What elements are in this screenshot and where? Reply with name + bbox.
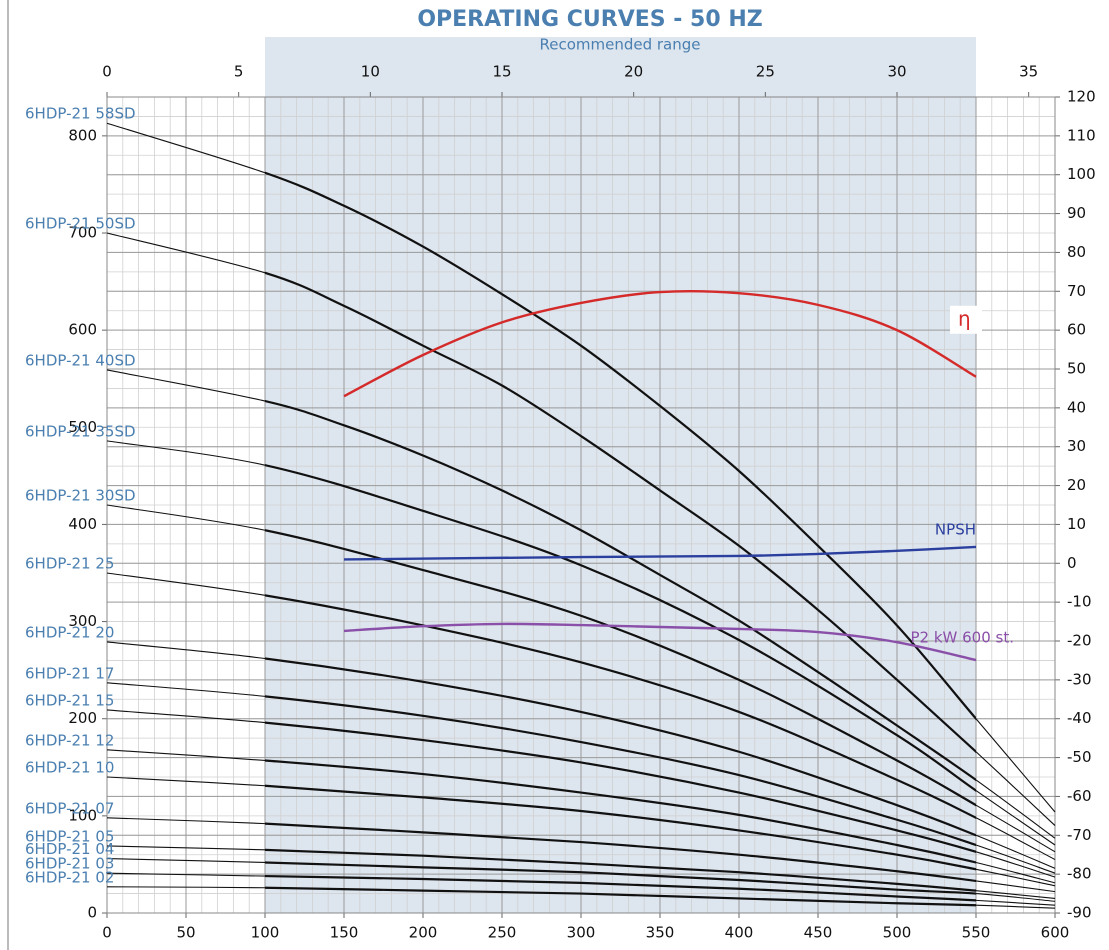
- x2-tick-label: 30: [887, 63, 906, 81]
- x-tick-label: 600: [1041, 924, 1070, 942]
- curve-label: 6HDP-21 25: [25, 555, 114, 573]
- curve-label: 6HDP-21 50SD: [25, 215, 136, 233]
- curve-label: η: [958, 306, 971, 330]
- y-tick-label: 300: [68, 612, 97, 630]
- curve-in-range: [265, 271, 976, 754]
- curve-label: 6HDP-21 03: [25, 855, 114, 873]
- curve-in-range: [265, 874, 976, 902]
- y-tick-label: 700: [68, 224, 97, 242]
- recommended-range: [265, 37, 976, 913]
- curve-in-range: [265, 464, 976, 792]
- curve-label: 6HDP-21 17: [25, 664, 114, 682]
- x2-tick-label: 15: [492, 63, 511, 81]
- y2-tick-label: 0: [1067, 554, 1077, 572]
- x-tick-label: 100: [251, 924, 280, 942]
- curve-in-range: [265, 171, 976, 721]
- curve: [343, 622, 977, 662]
- curve-label: 6HDP-21 05: [25, 827, 114, 845]
- curve-label: 6HDP-21 02: [25, 868, 114, 886]
- label-bg: [950, 305, 982, 334]
- curve-in-range: [265, 721, 976, 853]
- x-tick-label: 250: [488, 924, 517, 942]
- curve-in-range: [265, 886, 976, 907]
- grid-layer: [102, 92, 1060, 918]
- y2-tick-label: -20: [1067, 632, 1092, 650]
- curve-in-range: [265, 529, 976, 807]
- x-tick-label: 150: [330, 924, 359, 942]
- y2-tick-label: -30: [1067, 670, 1092, 688]
- curve-label: 6HDP-21 15: [25, 691, 114, 709]
- curve-label: 6HDP-21 20: [25, 623, 114, 641]
- x-tick-label: 500: [883, 924, 912, 942]
- y2-tick-label: -80: [1067, 865, 1092, 883]
- y2-tick-label: -60: [1067, 787, 1092, 805]
- curve-in-range: [265, 861, 976, 895]
- y2-tick-label: 10: [1067, 515, 1086, 533]
- x2-tick-label: 20: [624, 63, 643, 81]
- curve-label: 6HDP-21 40SD: [25, 351, 136, 369]
- y2-tick-label: 100: [1067, 165, 1096, 183]
- y2-tick-label: 20: [1067, 476, 1086, 494]
- curve-in-range: [265, 657, 976, 837]
- y2-tick-label: 60: [1067, 321, 1086, 339]
- y2-tick-label: -10: [1067, 593, 1092, 611]
- y-tick-label: 100: [68, 806, 97, 824]
- y-tick-label: 600: [68, 321, 97, 339]
- x-tick-label: 0: [102, 924, 112, 942]
- curve-label: 6HDP-21 30SD: [25, 487, 136, 505]
- y-tick-label: 400: [68, 515, 97, 533]
- y-tick-label: 0: [87, 904, 97, 922]
- x2-tick-label: 35: [1019, 63, 1038, 81]
- x2-tick-label: 0: [102, 63, 112, 81]
- curve-label: 6HDP-21 35SD: [25, 422, 136, 440]
- chart-title: OPERATING CURVES - 50 HZ: [417, 7, 762, 32]
- x2-tick-label: 5: [234, 63, 244, 81]
- curve: [343, 289, 977, 398]
- y2-tick-label: 30: [1067, 437, 1086, 455]
- curve: [343, 545, 977, 561]
- y2-tick-label: -90: [1067, 904, 1092, 922]
- curve-in-range: [265, 399, 976, 782]
- curve-label: NPSH: [935, 520, 976, 538]
- background-layer: [265, 37, 976, 913]
- y2-tick-label: 80: [1067, 243, 1086, 261]
- curve-in-range: [265, 822, 976, 883]
- x-tick-label: 50: [176, 924, 195, 942]
- y2-tick-label: 40: [1067, 398, 1086, 416]
- x2-tick-label: 10: [361, 63, 380, 81]
- curve-in-range: [265, 594, 976, 820]
- x-tick-label: 300: [567, 924, 596, 942]
- x-tick-label: 200: [409, 924, 438, 942]
- curve-in-range: [265, 695, 976, 847]
- curve-label: 6HDP-21 58SD: [25, 105, 136, 123]
- x2-tick-label: 25: [756, 63, 775, 81]
- y2-tick-label: 90: [1067, 204, 1086, 222]
- y2-tick-label: 50: [1067, 360, 1086, 378]
- y-tick-label: 200: [68, 709, 97, 727]
- curve-in-range: [265, 848, 976, 892]
- y2-tick-label: -70: [1067, 826, 1092, 844]
- y2-tick-label: -50: [1067, 748, 1092, 766]
- y2-tick-label: 70: [1067, 282, 1086, 300]
- y2-tick-label: -40: [1067, 709, 1092, 727]
- curve-label: 6HDP-21 07: [25, 799, 114, 817]
- curve-label: 6HDP-21 04: [25, 840, 114, 858]
- curve-label: 6HDP-21 12: [25, 731, 114, 749]
- x-tick-label: 350: [646, 924, 675, 942]
- y-tick-label: 800: [68, 126, 97, 144]
- x-tick-label: 450: [804, 924, 833, 942]
- curve-label: P2 kW 600 st.: [910, 629, 1014, 647]
- curve-layer: [106, 122, 1056, 909]
- x-tick-label: 400: [725, 924, 754, 942]
- y2-tick-label: 110: [1067, 126, 1096, 144]
- curve-label: 6HDP-21 10: [25, 759, 114, 777]
- y-tick-label: 500: [68, 418, 97, 436]
- y2-tick-label: 120: [1067, 88, 1096, 106]
- curve-in-range: [265, 784, 976, 871]
- curve-in-range: [265, 759, 976, 864]
- x-tick-label: 550: [962, 924, 991, 942]
- chart-subtitle: Recommended range: [539, 36, 700, 54]
